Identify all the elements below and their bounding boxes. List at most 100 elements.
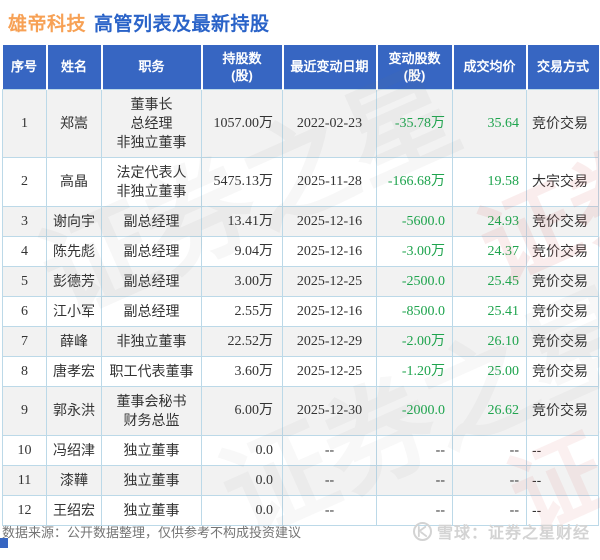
trade-method-cell: 竞价交易: [526, 235, 599, 267]
position-line: 独立董事: [123, 501, 180, 518]
table-body: 1 郑嵩 董事长 总经理 非独立董事 1057.00万 2022-02-23 -35.78万 3…: [2, 88, 599, 526]
trade-method-cell: 竞价交易: [526, 295, 599, 327]
table-row: 12 王绍宏 独立董事 0.0 -- -- -- --: [2, 494, 599, 526]
seq-cell: 7: [2, 325, 47, 357]
seq-cell: 9: [2, 385, 47, 436]
position-cell: 职工代表董事: [101, 355, 202, 387]
name-cell: 谢向宇: [46, 205, 102, 237]
seq-cell: 5: [2, 265, 47, 297]
change-date-cell: --: [282, 464, 377, 496]
change-date-cell: 2025-12-25: [282, 265, 377, 297]
seq-cell: 1: [2, 88, 47, 158]
trade-method-cell: 大宗交易: [526, 156, 599, 207]
position-line: 非独立董事: [116, 133, 187, 150]
position-line: 法定代表人: [116, 163, 187, 180]
report-title: 高管列表及最新持股: [94, 14, 270, 35]
name-cell: 高晶: [46, 156, 102, 207]
trade-method-cell: 竞价交易: [526, 265, 599, 297]
position-line: 副总经理: [123, 212, 180, 229]
change-shares-cell: -2000.0: [376, 385, 453, 436]
corner-logo-fragment: [0, 538, 8, 548]
avg-price-cell: 24.93: [452, 205, 527, 237]
name-cell: 郭永洪: [46, 385, 102, 436]
seq-cell: 3: [2, 205, 47, 237]
change-shares-cell: -5600.0: [376, 205, 453, 237]
name-cell: 彭德芳: [46, 265, 102, 297]
column-header: 姓名: [45, 45, 102, 89]
change-shares-cell: --: [376, 434, 453, 466]
change-shares-cell: -2500.0: [376, 265, 453, 297]
holdings-cell: 1057.00万: [201, 88, 283, 158]
avg-price-cell: --: [452, 434, 527, 466]
change-shares-cell: -8500.0: [376, 295, 453, 327]
seq-cell: 2: [2, 156, 47, 207]
trade-method-cell: 竞价交易: [526, 205, 599, 237]
name-cell: 江小军: [46, 295, 102, 327]
trade-method-cell: 竞价交易: [526, 88, 599, 158]
change-date-cell: --: [282, 494, 377, 526]
change-shares-cell: -2.00万: [376, 325, 453, 357]
holdings-cell: 5475.13万: [201, 156, 283, 207]
seq-cell: 8: [2, 355, 47, 387]
name-cell: 郑嵩: [46, 88, 102, 158]
table-row: 7 薛峰 非独立董事 22.52万 2025-12-29 -2.00万 26.10 竞价交易: [2, 325, 599, 357]
position-cell: 独立董事: [101, 494, 202, 526]
position-line: 非独立董事: [116, 332, 187, 349]
change-shares-cell: -166.68万: [376, 156, 453, 207]
name-cell: 陈先彪: [46, 235, 102, 267]
table-row: 10 冯绍津 独立董事 0.0 -- -- -- --: [2, 434, 599, 466]
column-header: 职务: [100, 45, 202, 89]
trade-method-cell: --: [526, 464, 599, 496]
position-cell: 非独立董事: [101, 325, 202, 357]
table-row: 9 郭永洪 董事会秘书 财务总监 6.00万 2025-12-30 -2000.0 26.62…: [2, 385, 599, 436]
change-date-cell: 2025-12-16: [282, 205, 377, 237]
avg-price-cell: 26.10: [452, 325, 527, 357]
seq-cell: 6: [2, 295, 47, 327]
change-date-cell: 2022-02-23: [282, 88, 377, 158]
avg-price-cell: --: [452, 464, 527, 496]
position-cell: 法定代表人非独立董事: [101, 156, 202, 207]
position-line: 副总经理: [123, 302, 180, 319]
position-cell: 副总经理: [101, 295, 202, 327]
change-date-cell: --: [282, 434, 377, 466]
avg-price-cell: 25.41: [452, 295, 527, 327]
table-row: 3 谢向宇 副总经理 13.41万 2025-12-16 -5600.0 24.93 竞价交易: [2, 205, 599, 237]
stock-name: 雄帝科技: [8, 14, 87, 35]
holdings-cell: 9.04万: [201, 235, 283, 267]
seq-cell: 12: [2, 494, 47, 526]
seq-cell: 11: [2, 464, 47, 496]
column-header: 最近变动日期: [281, 45, 377, 89]
column-header: 持股数 (股): [200, 45, 283, 89]
position-cell: 独立董事: [101, 464, 202, 496]
trade-method-cell: 竞价交易: [526, 385, 599, 436]
position-line: 独立董事: [123, 471, 180, 488]
position-line: 董事会秘书: [116, 392, 187, 409]
change-date-cell: 2025-12-16: [282, 295, 377, 327]
position-line: 财务总监: [123, 411, 180, 428]
holdings-cell: 13.41万: [201, 205, 283, 237]
change-shares-cell: -3.00万: [376, 235, 453, 267]
avg-price-cell: 19.58: [452, 156, 527, 207]
position-line: 总经理: [130, 114, 173, 131]
table-row: 11 漆鞾 独立董事 0.0 -- -- -- --: [2, 464, 599, 496]
change-date-cell: 2025-11-28: [282, 156, 377, 207]
column-header: 交易方式: [525, 45, 599, 89]
column-header: 成交均价: [451, 45, 527, 89]
page-title: 雄帝科技 高管列表及最新持股: [0, 0, 600, 42]
trade-method-cell: --: [526, 494, 599, 526]
holdings-table-wrap: 序号 姓名 职务 持股数 (股) 最近变动日期 变动股数 (股) 成交均价 交易方式 1 郑嵩董…: [2, 45, 599, 526]
position-cell: 副总经理: [101, 235, 202, 267]
brand-badge: 雪球：证券之星财经: [412, 519, 590, 543]
table-row: 6 江小军 副总经理 2.55万 2025-12-16 -8500.0 25.41 竞价交易: [2, 295, 599, 327]
holdings-table: 序号 姓名 职务 持股数 (股) 最近变动日期 变动股数 (股) 成交均价 交易方式 1 郑嵩董…: [2, 45, 599, 526]
name-cell: 唐孝宏: [46, 355, 102, 387]
brand-text: 雪球：证券之星财经: [436, 525, 590, 542]
holdings-cell: 6.00万: [201, 385, 283, 436]
position-cell: 董事会秘书 财务总监: [101, 385, 202, 436]
position-line: 非独立董事: [116, 182, 187, 199]
table-row: 5 彭德芳 副总经理 3.00万 2025-12-25 -2500.0 25.45 竞价交易: [2, 265, 599, 297]
change-shares-cell: -1.20万: [376, 355, 453, 387]
data-source-note: 数据来源：公开数据整理，仅供参考不构成投资建议: [2, 524, 302, 540]
seq-cell: 4: [2, 235, 47, 267]
holdings-cell: 3.00万: [201, 265, 283, 297]
